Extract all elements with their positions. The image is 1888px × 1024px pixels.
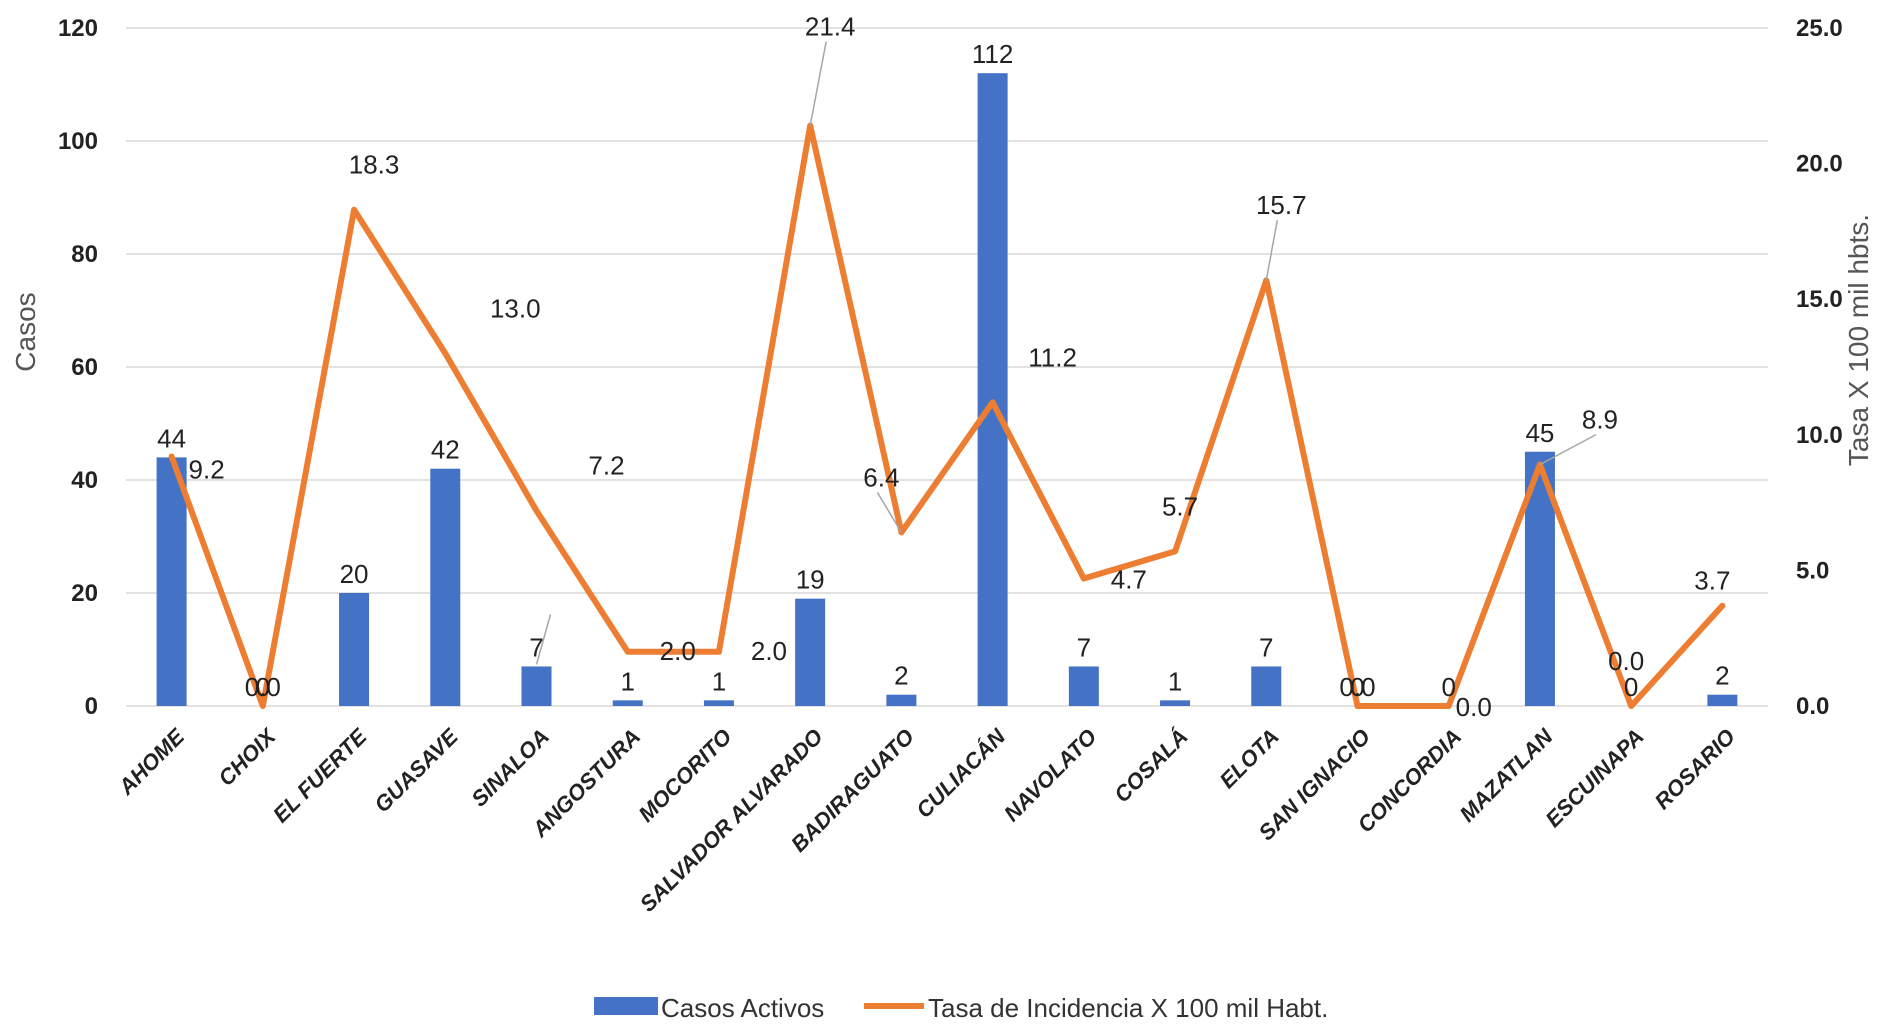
bar-value-label: 112 (972, 39, 1013, 69)
bar (795, 598, 826, 706)
leader-line (809, 41, 827, 126)
line-value-label: 0.0 (245, 672, 281, 702)
line-value-label: 8.9 (1582, 405, 1618, 435)
line-value-label: 6.4 (863, 462, 899, 492)
x-tick-label: GUASAVE (369, 723, 463, 817)
legend-label-bars: Casos Activos (661, 993, 824, 1023)
legend: Casos Activos Tasa de Incidencia X 100 m… (594, 993, 1328, 1023)
gridlines (126, 27, 1768, 707)
y-tick-label: 100 (58, 128, 98, 155)
bar-value-label: 1 (1168, 666, 1182, 696)
line-value-label: 3.7 (1694, 566, 1730, 596)
x-tick-label: MOCORITO (634, 724, 737, 827)
x-tick-label: SINALOA (466, 724, 554, 812)
bar (521, 666, 552, 706)
y-tick-label: 120 (58, 15, 98, 42)
bar-value-label: 7 (529, 632, 543, 662)
bar-value-label: 2 (1715, 661, 1729, 691)
y-tick-label: 20 (71, 580, 98, 607)
x-tick-label: ESCUINAPA (1541, 724, 1649, 832)
leader-line (535, 614, 552, 665)
x-tick-label: NAVOLATO (999, 724, 1101, 826)
bar-value-label: 0 (1624, 672, 1638, 702)
line-value-label: 13.0 (490, 293, 541, 323)
line-value-label: 2.0 (751, 636, 787, 666)
line-value-label: 0.0 (1456, 692, 1492, 722)
line-value-label: 0.0 (1339, 672, 1375, 702)
y-tick-label: 40 (71, 467, 98, 494)
line-value-label: 9.2 (189, 454, 225, 484)
bar-value-label: 7 (1077, 632, 1091, 662)
x-tick-label: CHOIX (213, 723, 281, 791)
y2-tick-label: 15.0 (1796, 286, 1843, 313)
x-tick-label: CULIACÁN (911, 723, 1011, 823)
line-value-label: 21.4 (805, 12, 856, 42)
bar (886, 694, 917, 706)
x-tick-label: ELOTA (1215, 724, 1284, 793)
leader-line (876, 492, 903, 533)
bar-value-label: 19 (796, 565, 825, 595)
bar (1251, 666, 1282, 706)
line-value-label: 18.3 (349, 150, 400, 180)
y-tick-label: 60 (71, 354, 98, 381)
bar-value-label: 44 (157, 423, 186, 453)
bar (977, 73, 1008, 706)
line-value-label: 2.0 (660, 636, 696, 666)
bar-value-label: 2 (894, 661, 908, 691)
line-value-label: 4.7 (1111, 565, 1147, 595)
bar-series (156, 73, 1738, 706)
line-value-label: 11.2 (1028, 342, 1077, 372)
y-axis-title: Casos (10, 292, 41, 371)
bar (430, 468, 461, 706)
line-value-label: 15.7 (1256, 190, 1307, 220)
x-tick-label: COSALÁ (1109, 724, 1192, 807)
bar-value-label: 42 (431, 435, 460, 465)
bar-value-label: 1 (712, 666, 726, 696)
bar (1160, 700, 1191, 706)
line-value-label: 5.7 (1162, 491, 1198, 521)
bar (703, 700, 734, 706)
bar-value-label: 1 (620, 666, 634, 696)
bar (612, 700, 643, 706)
line-value-label: 7.2 (588, 451, 624, 481)
y-axis-right: 0.0 5.0 10.0 15.0 20.0 25.0 (1796, 15, 1843, 720)
bar-value-label: 7 (1259, 632, 1273, 662)
y2-tick-label: 0.0 (1796, 693, 1829, 720)
y2-tick-label: 10.0 (1796, 422, 1843, 449)
bar-value-label: 0 (1441, 672, 1455, 702)
y-axis-left: 0 20 40 60 80 100 120 (58, 15, 98, 720)
leader-line (1539, 433, 1597, 466)
bar (156, 457, 187, 706)
x-tick-label: ROSARIO (1650, 724, 1740, 814)
x-tick-label: SALVADOR ALVARADO (635, 724, 828, 917)
series-line (168, 122, 1726, 709)
x-tick-label: AHOME (113, 723, 190, 800)
x-tick-label: EL FUERTE (268, 723, 372, 827)
y-tick-label: 0 (85, 693, 98, 720)
bar (339, 593, 370, 706)
bar-value-label: 45 (1525, 418, 1554, 448)
y2-tick-label: 25.0 (1796, 15, 1843, 42)
bar (1707, 694, 1738, 706)
bar-value-label: 20 (340, 559, 369, 589)
line-series (168, 122, 1726, 709)
data-labels: 44 0 20 42 7 1 1 19 2 112 7 1 7 0 0 45 0 2 9.2 0.0 18.3 13.0 7… (157, 12, 1730, 722)
bar-value-label: 0 (256, 672, 270, 702)
y2-tick-label: 5.0 (1796, 557, 1829, 584)
bar (1068, 666, 1099, 706)
y2-tick-label: 20.0 (1796, 151, 1843, 178)
y2-axis-title: Tasa X 100 mil hbts. (1843, 214, 1874, 466)
leader-line (1265, 220, 1279, 281)
leader-lines (535, 41, 1597, 665)
legend-swatch-bars (594, 997, 658, 1015)
legend-label-line: Tasa de Incidencia X 100 mil Habt. (928, 993, 1328, 1023)
bar-value-label: 0 (1350, 672, 1364, 702)
line-value-label: 0.0 (1608, 646, 1644, 676)
y-tick-label: 80 (71, 241, 98, 268)
